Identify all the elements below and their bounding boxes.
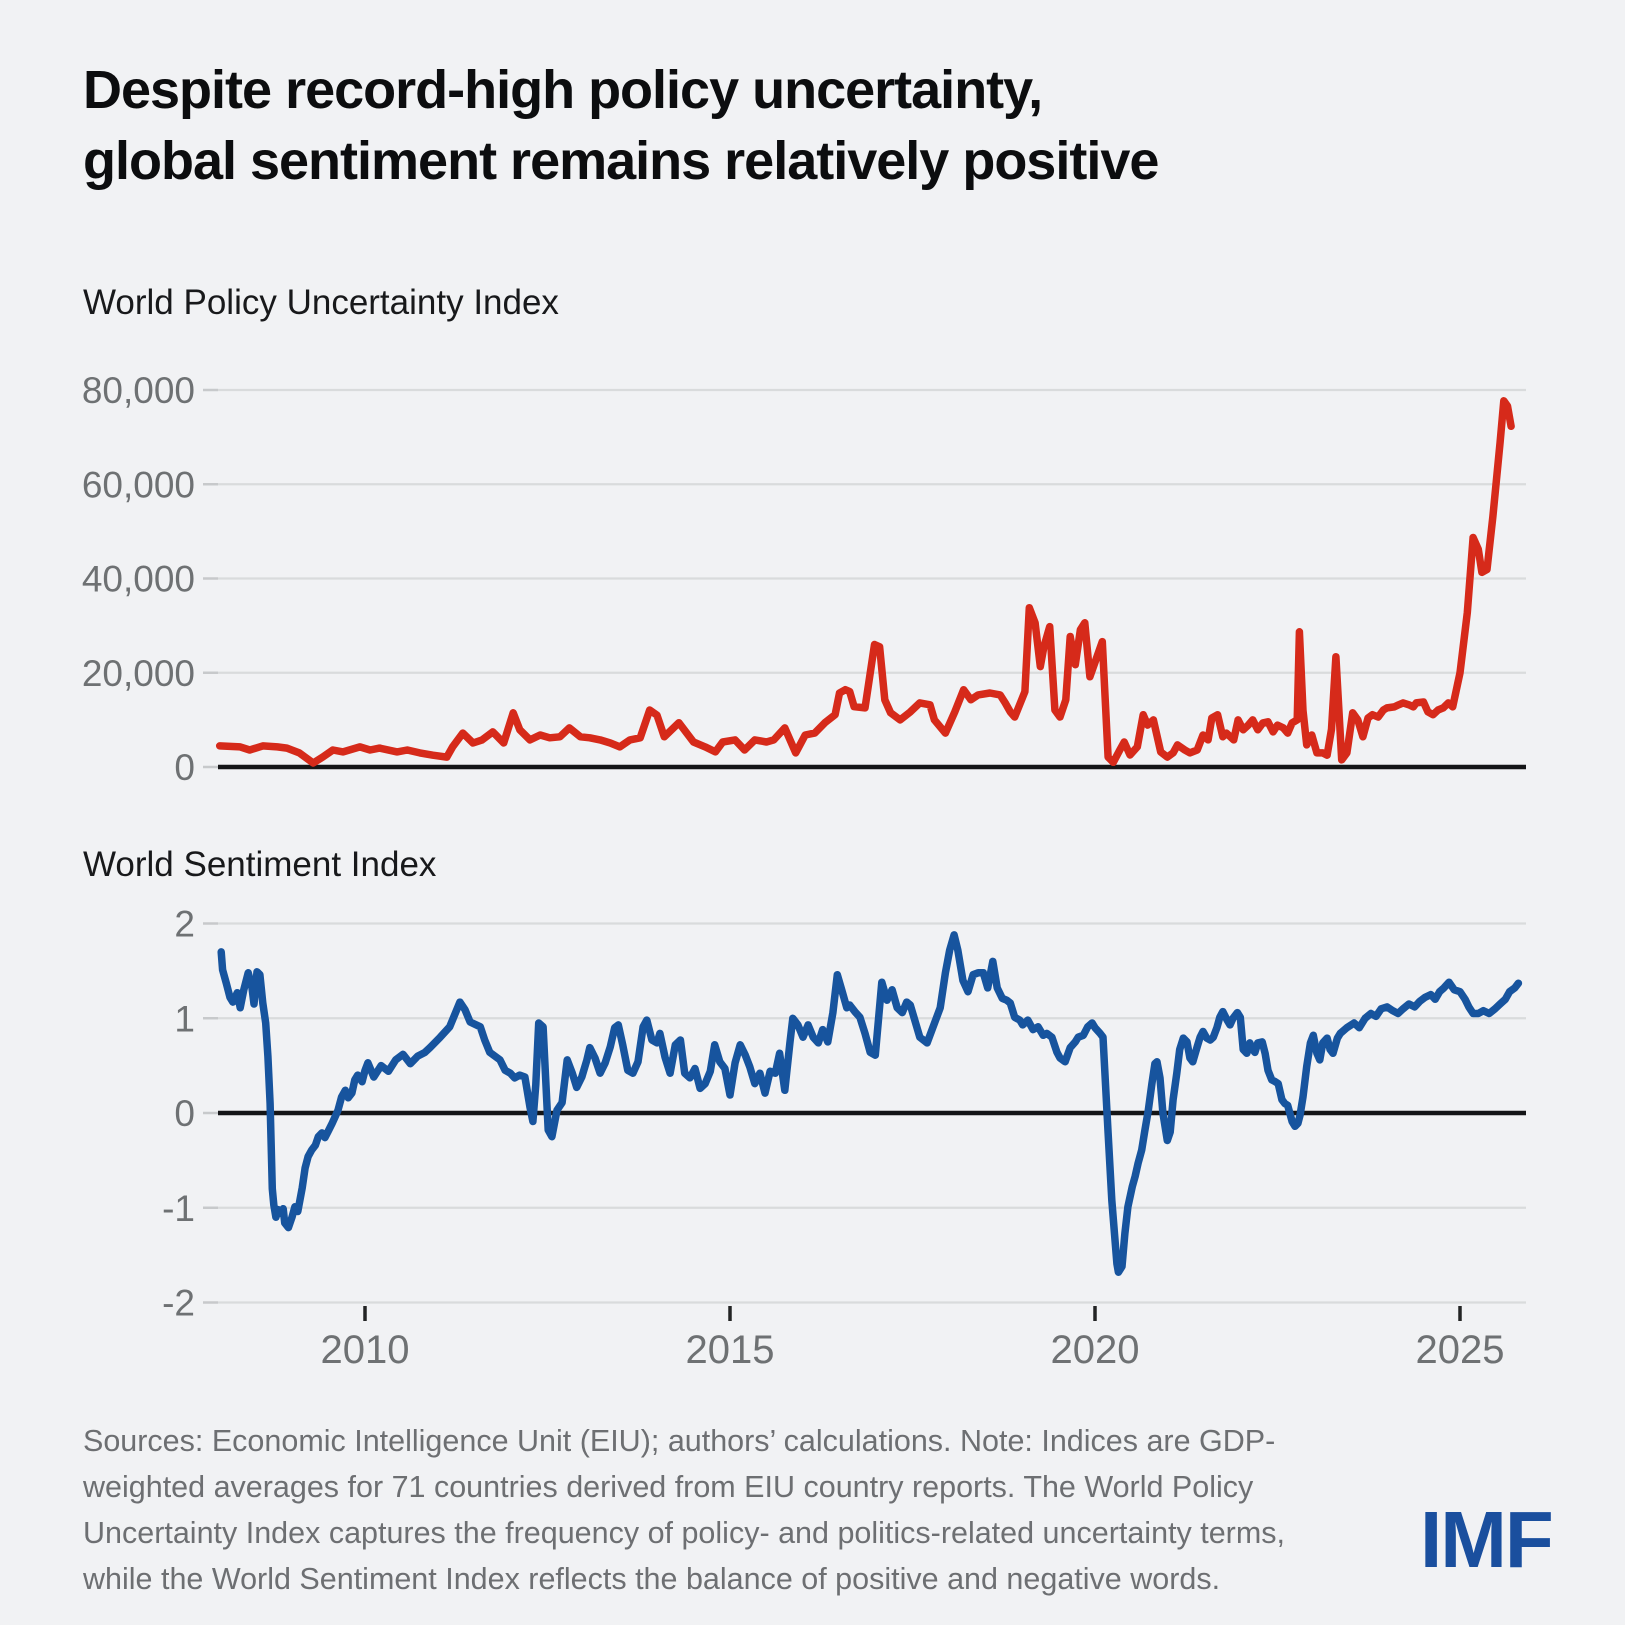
x-axis-label: 2010 <box>321 1328 410 1372</box>
x-axis-label: 2020 <box>1051 1328 1140 1372</box>
page-title: Despite record-high policy uncertainty, … <box>83 55 1159 197</box>
y-axis-label: 0 <box>174 1093 195 1134</box>
y-axis-label: -1 <box>162 1188 195 1229</box>
page-title-line1: Despite record-high policy uncertainty, <box>83 60 1043 120</box>
sentiment-line <box>217 931 1523 1276</box>
imf-logo: IMF <box>1420 1495 1554 1584</box>
y-axis-label: 20,000 <box>82 653 195 694</box>
page-title-line2: global sentiment remains relatively posi… <box>83 131 1159 191</box>
y-axis-label: 0 <box>174 747 195 788</box>
y-axis-label: 2 <box>174 904 195 945</box>
policy-uncertainty-line <box>215 397 1515 767</box>
y-axis-label: 1 <box>174 998 195 1039</box>
y-axis-label: -2 <box>162 1283 195 1324</box>
y-axis-label: 60,000 <box>82 464 195 505</box>
y-axis-label: 80,000 <box>82 370 195 411</box>
chart-title-sentiment: World Sentiment Index <box>83 845 437 884</box>
x-axis-label: 2025 <box>1416 1328 1505 1372</box>
y-axis-label: 40,000 <box>82 559 195 600</box>
x-axis-label: 2015 <box>686 1328 775 1372</box>
source-note: Sources: Economic Intelligence Unit (EIU… <box>83 1424 1285 1596</box>
chart-title-policy-uncertainty: World Policy Uncertainty Index <box>83 283 559 322</box>
